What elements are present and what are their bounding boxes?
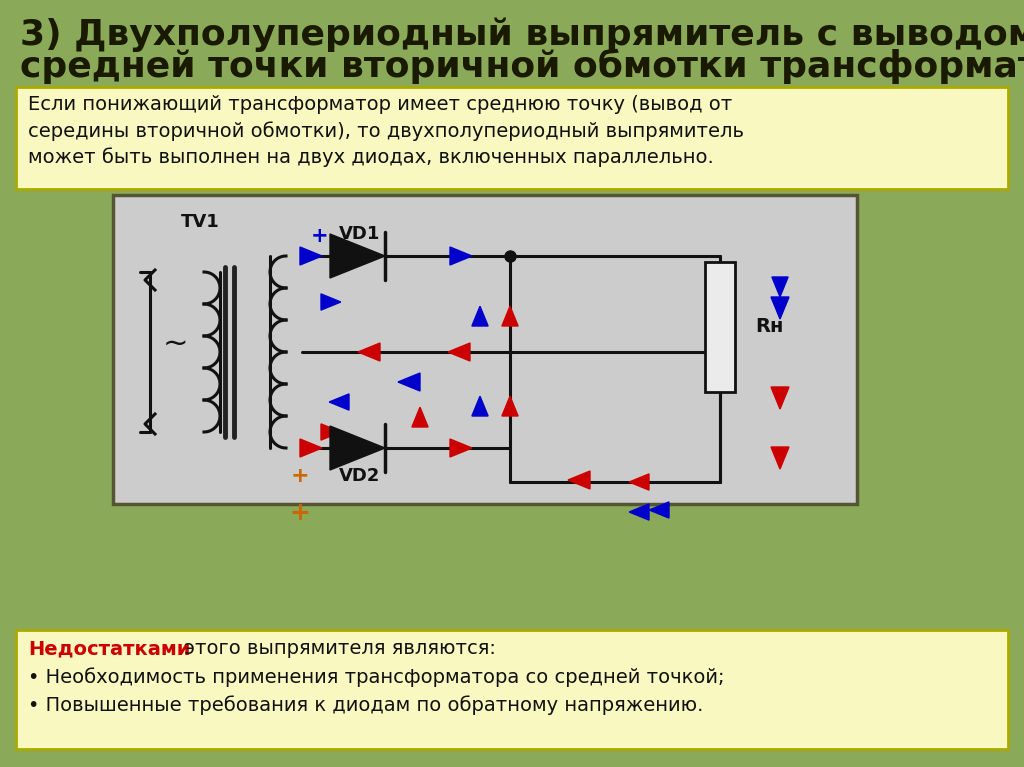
Polygon shape: [398, 373, 420, 391]
Polygon shape: [449, 343, 470, 361]
Polygon shape: [330, 234, 385, 278]
Text: Недостатками: Недостатками: [28, 639, 190, 658]
Text: • Необходимость применения трансформатора со средней точкой;: • Необходимость применения трансформатор…: [28, 667, 725, 686]
Polygon shape: [330, 426, 385, 470]
Polygon shape: [300, 247, 322, 265]
Polygon shape: [771, 387, 790, 409]
Text: средней точки вторичной обмотки трансформатора: средней точки вторичной обмотки трансфор…: [20, 49, 1024, 84]
Text: этого выпрямителя являются:: этого выпрямителя являются:: [178, 639, 496, 658]
Polygon shape: [472, 306, 488, 326]
Polygon shape: [502, 306, 518, 326]
Polygon shape: [450, 439, 472, 457]
Polygon shape: [629, 474, 649, 490]
Text: VD2: VD2: [339, 467, 381, 485]
Text: Rн: Rн: [755, 318, 783, 337]
Polygon shape: [321, 294, 341, 310]
Text: Если понижающий трансформатор имеет среднюю точку (вывод от
середины вторичной о: Если понижающий трансформатор имеет сред…: [28, 95, 744, 167]
Text: +: +: [291, 466, 309, 486]
Polygon shape: [629, 504, 649, 520]
Text: • Повышенные требования к диодам по обратному напряжению.: • Повышенные требования к диодам по обра…: [28, 695, 703, 715]
Polygon shape: [772, 277, 788, 297]
Polygon shape: [472, 397, 488, 416]
FancyBboxPatch shape: [16, 630, 1008, 749]
FancyBboxPatch shape: [16, 87, 1008, 189]
Polygon shape: [450, 247, 472, 265]
Polygon shape: [568, 471, 590, 489]
Polygon shape: [321, 424, 341, 440]
Text: ~: ~: [162, 330, 187, 358]
Polygon shape: [412, 407, 428, 427]
Text: TV1: TV1: [180, 213, 219, 231]
Text: 3) Двухполупериодный выпрямитель с выводом: 3) Двухполупериодный выпрямитель с вывод…: [20, 17, 1024, 51]
Polygon shape: [649, 502, 669, 518]
Text: +: +: [290, 501, 310, 525]
Polygon shape: [771, 447, 790, 469]
Polygon shape: [771, 297, 790, 319]
FancyBboxPatch shape: [113, 195, 857, 504]
Polygon shape: [502, 397, 518, 416]
Text: VD1: VD1: [339, 225, 381, 243]
Bar: [705, 262, 735, 392]
Text: +: +: [311, 226, 329, 246]
Polygon shape: [358, 343, 380, 361]
Polygon shape: [300, 439, 322, 457]
Polygon shape: [329, 394, 349, 410]
